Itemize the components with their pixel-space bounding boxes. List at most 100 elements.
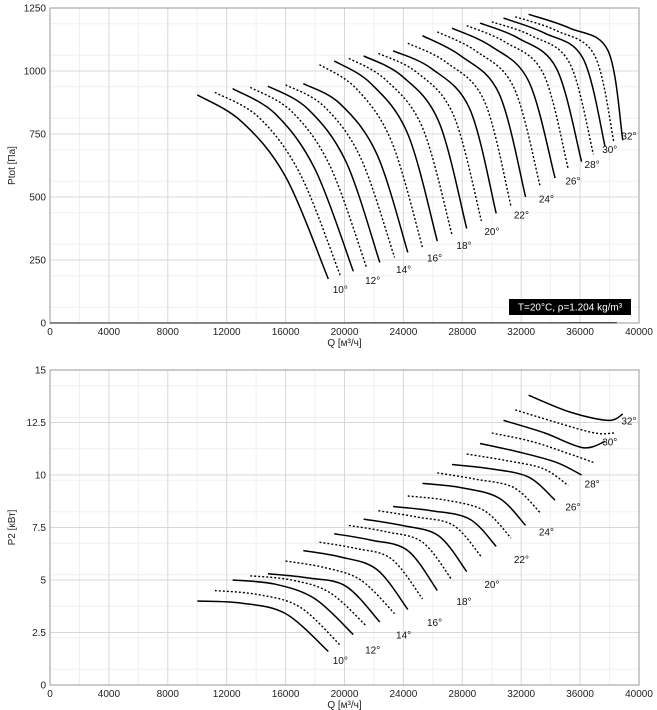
x-tick-label: 4000 — [98, 689, 121, 700]
angle-label: 26° — [565, 503, 580, 514]
angle-label: 14° — [396, 265, 411, 276]
angle-label: 18° — [456, 241, 471, 252]
series-line-8 — [319, 64, 424, 248]
y-tick-label: 500 — [29, 193, 46, 204]
x-tick-label: 12000 — [213, 689, 241, 700]
series-line-17 — [451, 27, 556, 179]
angle-label: 14° — [396, 631, 411, 642]
series-line-12 — [378, 510, 482, 558]
x-tick-label: 0 — [47, 689, 53, 700]
series-line-8 — [319, 541, 424, 600]
series-line-19 — [479, 22, 583, 162]
angle-label: 24° — [539, 194, 554, 205]
x-tick-label: 24000 — [389, 327, 417, 338]
y-tick-label: 5 — [40, 576, 46, 587]
y-tick-label: 1000 — [24, 67, 47, 78]
x-tick-label: 20000 — [331, 327, 359, 338]
series-line-12 — [378, 52, 483, 222]
y-tick-label: 10 — [35, 471, 47, 482]
conditions-note: T=20°C, ρ=1.204 kg/m³ — [518, 303, 623, 314]
series-line-10 — [348, 57, 453, 235]
angle-label: 30° — [602, 145, 617, 156]
x-tick-label: 28000 — [448, 689, 476, 700]
angle-label: 28° — [585, 160, 600, 171]
series-line-11 — [363, 518, 468, 573]
series-line-21 — [503, 17, 606, 147]
series-line-17 — [451, 463, 556, 501]
series-line-15 — [422, 482, 527, 526]
x-tick-label: 40000 — [625, 689, 653, 700]
series-line-7 — [302, 82, 409, 253]
x-tick-label: 8000 — [157, 689, 180, 700]
series-line-6 — [285, 84, 396, 258]
x-tick-label: 40000 — [625, 327, 653, 338]
series-line-3 — [232, 87, 355, 272]
series-line-18 — [466, 24, 569, 170]
series-line-2 — [214, 589, 341, 646]
y-tick-label: 250 — [29, 256, 46, 267]
series-line-22 — [515, 16, 615, 143]
y-tick-label: 2.5 — [32, 628, 46, 639]
series-line-23 — [528, 13, 624, 141]
angle-label: 30° — [602, 437, 617, 448]
series-line-5 — [267, 85, 381, 263]
series-line-16 — [436, 31, 541, 188]
x-tick-label: 16000 — [272, 689, 300, 700]
x-tick-label: 16000 — [272, 327, 300, 338]
angle-label: 10° — [333, 656, 348, 667]
angle-label: 10° — [333, 285, 348, 296]
series-line-1 — [197, 600, 329, 652]
series-line-20 — [491, 21, 595, 155]
y-tick-label: 750 — [29, 130, 46, 141]
power-chart: 0 4000 8000 12000 16000 20000 24000 28000 32000 3… — [7, 366, 653, 710]
angle-label: 24° — [539, 528, 554, 539]
series-line-23 — [528, 394, 624, 422]
y-axis-label: Ptot [Па] — [7, 146, 18, 185]
angle-label: 12° — [365, 645, 380, 656]
series-line-7 — [303, 549, 409, 610]
angle-label: 16° — [427, 618, 442, 629]
series-line-6 — [285, 560, 396, 615]
y-tick-label: 12.5 — [27, 418, 47, 429]
x-tick-label: 12000 — [213, 327, 241, 338]
angle-label: 22° — [514, 555, 529, 566]
series-line-4 — [249, 86, 368, 268]
series-line-22 — [515, 409, 615, 435]
series-line-20 — [491, 432, 594, 464]
x-axis-label: Q [м³/ч] — [327, 700, 362, 710]
series-line-21 — [503, 419, 606, 449]
x-tick-label: 20000 — [331, 689, 359, 700]
x-tick-label: 28000 — [448, 327, 476, 338]
angle-label: 26° — [565, 177, 580, 188]
conditions-note-box — [509, 299, 631, 315]
angle-label: 12° — [365, 276, 380, 287]
series-line-11 — [363, 55, 468, 229]
y-axis-label: P2 [кВт] — [7, 509, 18, 545]
angle-label: 20° — [484, 227, 499, 238]
x-tick-label: 8000 — [157, 327, 180, 338]
angle-label: 22° — [514, 211, 529, 222]
pressure-chart: 0 4000 8000 12000 16000 20000 24000 28000 32000 3… — [7, 4, 653, 350]
series-line-1 — [196, 94, 329, 280]
x-tick-label: 0 — [47, 327, 53, 338]
series-line-2 — [214, 91, 341, 276]
series-line-14 — [407, 42, 512, 206]
series-line-16 — [437, 472, 541, 514]
series-line-9 — [333, 60, 439, 242]
y-tick-label: 0 — [40, 681, 46, 692]
series-line-14 — [407, 495, 512, 539]
y-tick-label: 0 — [40, 319, 46, 330]
x-tick-label: 24000 — [389, 689, 417, 700]
angle-label: 16° — [427, 253, 442, 264]
x-tick-label: 36000 — [566, 327, 594, 338]
angle-label: 28° — [585, 479, 600, 490]
y-tick-label: 1250 — [24, 4, 47, 15]
angle-label: 32° — [621, 416, 636, 427]
series-line-10 — [348, 524, 453, 581]
series-line-15 — [422, 35, 527, 198]
series-line-4 — [250, 575, 368, 627]
series-line-19 — [479, 442, 582, 476]
x-tick-label: 32000 — [507, 689, 535, 700]
series-line-9 — [334, 533, 438, 591]
